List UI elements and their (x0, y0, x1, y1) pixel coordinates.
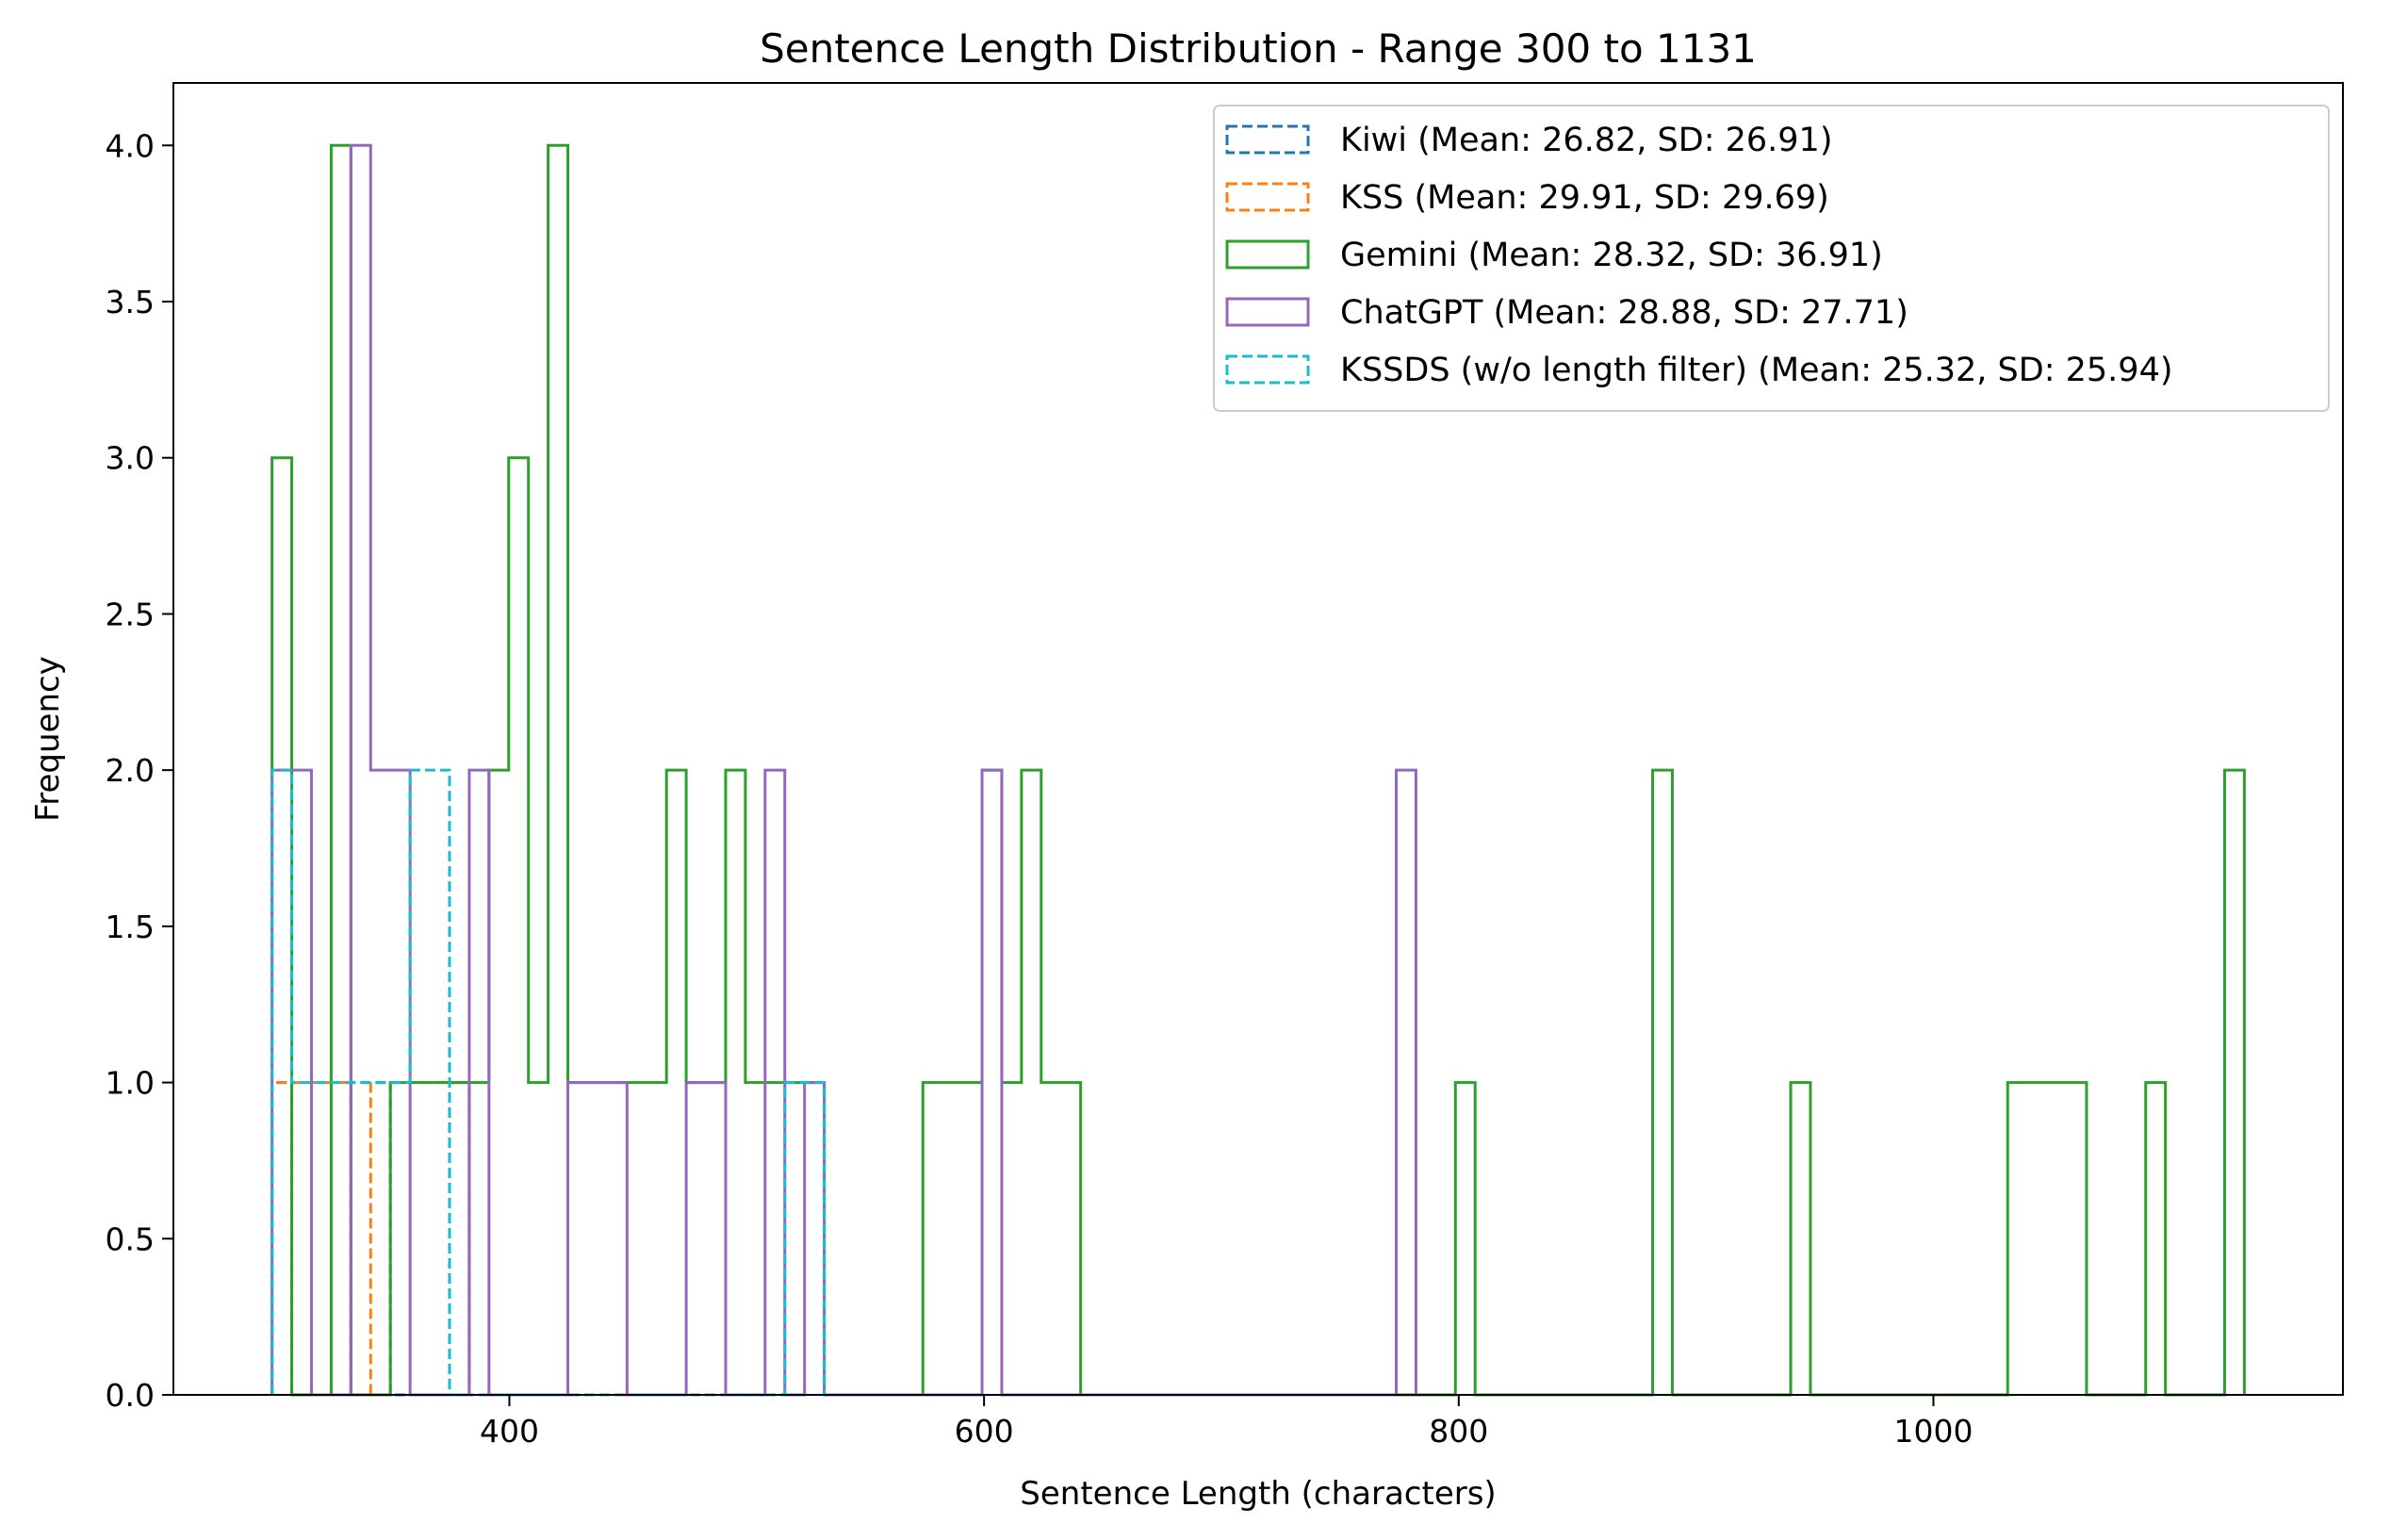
legend-label-0: Kiwi (Mean: 26.82, SD: 26.91) (1340, 122, 1832, 159)
legend-label-1: KSS (Mean: 29.91, SD: 29.69) (1340, 179, 1829, 217)
y-tick-label-7: 3.5 (106, 284, 155, 320)
axes-frame (172, 82, 2344, 1396)
x-tick-label-2: 800 (1429, 1413, 1488, 1450)
y-tick-label-6: 3.0 (106, 440, 155, 477)
y-tick-label-2: 1.0 (106, 1065, 155, 1102)
legend-label-4: KSSDS (w/o length filter) (Mean: 25.32, … (1340, 352, 2173, 389)
x-tick-label-0: 400 (480, 1413, 539, 1450)
legend-swatch-1 (1225, 182, 1310, 212)
y-ticks: 0.0 0.5 1.0 1.5 2.0 2.5 3.0 3.5 4.0 (106, 127, 173, 1414)
x-tick-label-3: 1000 (1893, 1413, 1973, 1450)
y-axis-label: Frequency (29, 656, 67, 822)
y-tick-label-8: 4.0 (106, 127, 155, 164)
y-tick-label-5: 2.5 (106, 596, 155, 632)
y-tick-label-0: 0.0 (106, 1377, 155, 1414)
chart-title: Sentence Length Distribution - Range 300… (760, 25, 1757, 72)
x-ticks: 400 600 800 1000 (480, 1395, 1973, 1450)
legend-swatch-3 (1225, 297, 1310, 327)
x-tick-label-1: 600 (955, 1413, 1014, 1450)
legend-swatch-4 (1225, 354, 1310, 385)
y-tick-label-1: 0.5 (106, 1221, 155, 1257)
legend-frame (1213, 105, 2330, 412)
y-tick-label-4: 2.0 (106, 752, 155, 789)
legend-label-2: Gemini (Mean: 28.32, SD: 36.91) (1340, 237, 1883, 274)
legend-swatch-0 (1225, 124, 1310, 155)
legend: Kiwi (Mean: 26.82, SD: 26.91) KSS (Mean: … (1213, 105, 2330, 412)
legend-label-3: ChatGPT (Mean: 28.88, SD: 27.71) (1340, 294, 1908, 332)
legend-swatch-2 (1225, 239, 1310, 270)
legend-items: Kiwi (Mean: 26.82, SD: 26.91) KSS (Mean: … (1225, 122, 2173, 389)
x-axis-label: Sentence Length (characters) (1020, 1475, 1496, 1513)
y-tick-label-3: 1.5 (106, 909, 155, 945)
